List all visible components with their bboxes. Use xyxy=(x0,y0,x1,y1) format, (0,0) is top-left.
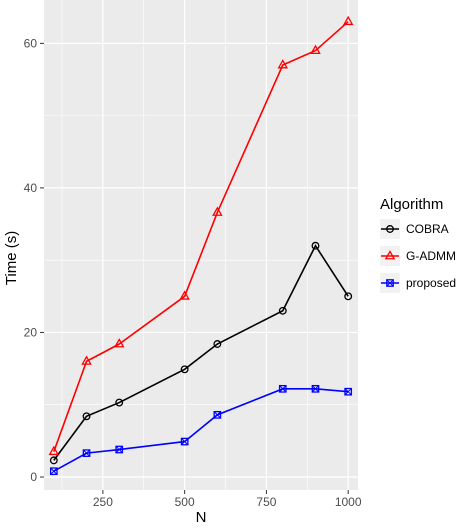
data-point-cobra xyxy=(180,365,189,374)
marker-square xyxy=(115,445,124,454)
grid-major xyxy=(44,0,358,490)
marker-circle xyxy=(213,340,222,348)
legend-title: Algorithm xyxy=(380,196,443,213)
data-point-g-admm xyxy=(342,15,354,26)
x-tick-label: 750 xyxy=(256,495,276,509)
marker-triangle xyxy=(48,445,60,456)
data-point-g-admm xyxy=(179,290,190,300)
marker-circle xyxy=(82,412,91,421)
y-tick-label: 40 xyxy=(24,181,38,195)
marker-square xyxy=(344,387,353,396)
data-point-g-admm xyxy=(212,206,223,216)
marker-cross-b xyxy=(311,385,320,393)
marker-cross-b xyxy=(279,385,287,393)
legend-label: proposed xyxy=(406,276,456,290)
y-tick-label: 0 xyxy=(30,470,37,484)
marker-triangle xyxy=(277,59,289,69)
marker-circle xyxy=(115,398,124,407)
data-point-g-admm xyxy=(277,59,289,69)
marker-square xyxy=(386,279,394,287)
series-cobra xyxy=(49,241,353,465)
x-tick-label: 250 xyxy=(93,495,113,509)
series-line-proposed xyxy=(53,388,349,472)
data-point-g-admm xyxy=(310,44,321,54)
marker-cross-b xyxy=(344,388,352,396)
marker-square xyxy=(82,449,91,457)
legend-key-marker xyxy=(386,225,394,233)
marker-circle xyxy=(311,241,320,250)
x-tick-label: 1000 xyxy=(335,495,362,509)
marker-cross-b xyxy=(386,279,394,287)
data-point-proposed xyxy=(344,387,353,396)
data-point-cobra xyxy=(49,456,58,465)
data-point-cobra xyxy=(82,412,91,421)
marker-triangle xyxy=(310,44,321,54)
marker-cross-b xyxy=(213,411,221,419)
legend-item-g-admm: G-ADMM xyxy=(380,246,456,266)
data-point-proposed xyxy=(278,384,287,393)
marker-triangle xyxy=(342,15,354,26)
marker-triangle xyxy=(384,250,396,260)
y-axis-title: Time (s) xyxy=(3,231,20,285)
data-point-proposed xyxy=(213,410,222,419)
marker-circle xyxy=(386,225,394,233)
data-point-g-admm xyxy=(113,338,125,348)
legend-label: G-ADMM xyxy=(406,249,456,263)
legend-label: COBRA xyxy=(406,222,449,236)
marker-cross-b xyxy=(50,467,58,475)
marker-cross-b xyxy=(181,438,189,446)
data-point-proposed xyxy=(115,445,124,454)
marker-triangle xyxy=(81,355,92,365)
data-point-proposed xyxy=(311,384,320,393)
plot-panel xyxy=(44,0,358,490)
x-tick-label: 500 xyxy=(175,495,195,509)
axis-layer: 250 500 750 1000 0 20 40 60 xyxy=(24,36,362,509)
data-point-proposed xyxy=(180,437,189,446)
marker-square xyxy=(311,384,320,393)
marker-circle xyxy=(180,365,189,374)
data-point-g-admm xyxy=(81,355,92,365)
x-axis-title: N xyxy=(196,509,207,524)
series-g-admm xyxy=(48,15,354,456)
marker-circle xyxy=(278,306,287,315)
data-point-cobra xyxy=(115,398,124,407)
series-proposed xyxy=(49,384,353,476)
legend-item-proposed: proposed xyxy=(380,273,456,293)
data-point-cobra xyxy=(344,292,353,301)
data-point-cobra xyxy=(311,241,320,250)
marker-triangle xyxy=(113,338,125,348)
legend: Algorithm COBRA G-ADMM proposed xyxy=(380,196,456,293)
marker-triangle xyxy=(212,206,223,216)
series-line-cobra xyxy=(53,244,349,461)
marker-cross-b xyxy=(115,445,123,454)
y-tick-label: 60 xyxy=(24,36,38,50)
legend-items: COBRA G-ADMM proposed xyxy=(380,219,456,293)
marker-circle xyxy=(49,456,58,465)
data-point-g-admm xyxy=(48,445,60,456)
grid-minor xyxy=(44,0,358,490)
marker-cross-b xyxy=(82,449,91,457)
legend-item-cobra: COBRA xyxy=(380,219,449,239)
marker-circle xyxy=(344,292,353,301)
data-point-proposed xyxy=(82,449,91,457)
marker-triangle xyxy=(179,290,190,300)
series-line-g-admm xyxy=(53,21,349,452)
data-point-cobra xyxy=(278,306,287,315)
marker-square xyxy=(213,410,222,419)
marker-square xyxy=(278,384,287,393)
marker-square xyxy=(180,437,189,446)
data-point-cobra xyxy=(213,340,222,348)
series-layer xyxy=(48,15,354,476)
data-point-proposed xyxy=(49,467,58,476)
y-tick-label: 20 xyxy=(24,325,38,339)
legend-key-marker xyxy=(384,250,396,260)
marker-square xyxy=(49,467,58,476)
legend-key-marker xyxy=(386,279,394,287)
